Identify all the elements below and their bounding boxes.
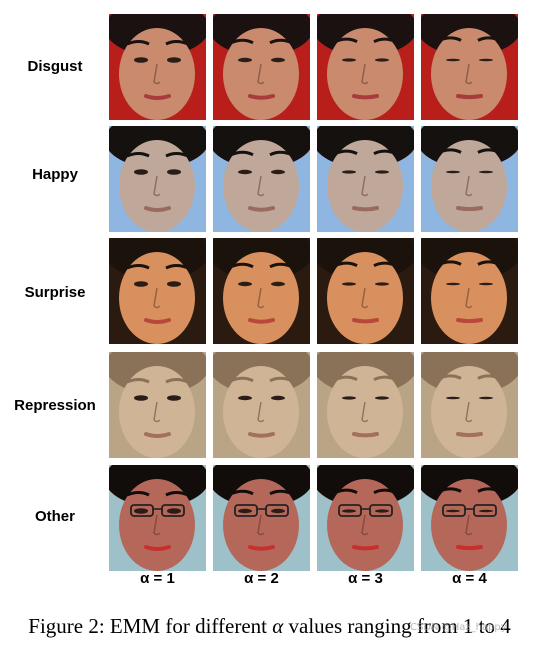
row-label-surprise: Surprise: [24, 284, 86, 301]
column-label-alpha-3: α = 3: [348, 570, 383, 587]
column-label-alpha-4: α = 4: [452, 570, 487, 587]
face-image-happy-alpha-1: [109, 126, 206, 232]
row-label-repression: Repression: [14, 397, 96, 414]
face-image-surprise-alpha-2: [213, 238, 310, 344]
face-image-other-alpha-3: [317, 465, 414, 571]
face-image-disgust-alpha-2: [213, 14, 310, 120]
column-label-alpha-1: α = 1: [140, 570, 175, 587]
face-image-repression-alpha-2: [213, 352, 310, 458]
face-image-surprise-alpha-1: [109, 238, 206, 344]
row-label-other: Other: [34, 508, 75, 525]
face-image-disgust-alpha-1: [109, 14, 206, 120]
face-image-disgust-alpha-3: [317, 14, 414, 120]
face-image-repression-alpha-1: [109, 352, 206, 458]
face-image-other-alpha-4: [421, 465, 518, 571]
face-image-happy-alpha-4: [421, 126, 518, 232]
face-image-surprise-alpha-3: [317, 238, 414, 344]
watermark: CSDN @Haz_happy: [410, 622, 507, 633]
face-image-other-alpha-1: [109, 465, 206, 571]
face-image-other-alpha-2: [213, 465, 310, 571]
caption-alpha-symbol: α: [272, 614, 284, 638]
caption-suffix: values ranging from 1 to 4: [283, 614, 511, 638]
figure-caption: Figure 2: EMM for different α values ran…: [0, 614, 539, 639]
face-image-disgust-alpha-4: [421, 14, 518, 120]
face-image-surprise-alpha-4: [421, 238, 518, 344]
face-image-happy-alpha-3: [317, 126, 414, 232]
row-label-disgust: Disgust: [27, 58, 83, 75]
face-image-happy-alpha-2: [213, 126, 310, 232]
caption-prefix: Figure 2: EMM for different: [28, 614, 273, 638]
row-label-happy: Happy: [32, 166, 78, 183]
face-image-repression-alpha-4: [421, 352, 518, 458]
face-image-repression-alpha-3: [317, 352, 414, 458]
column-label-alpha-2: α = 2: [244, 570, 279, 587]
